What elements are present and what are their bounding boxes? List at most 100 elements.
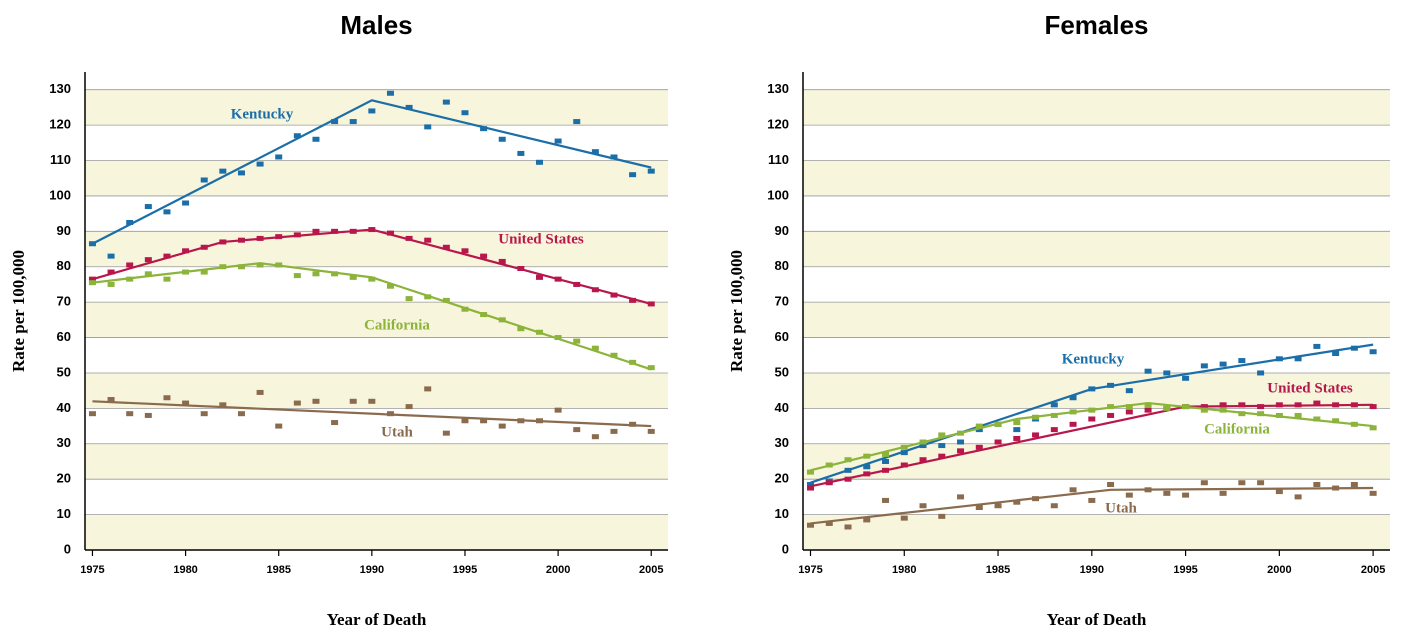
point (1257, 370, 1265, 376)
point (237, 237, 245, 243)
point (1294, 412, 1302, 418)
point (144, 412, 152, 418)
y-tick-label: 90 (775, 223, 789, 238)
point (126, 219, 134, 225)
point (1369, 349, 1377, 355)
point (331, 271, 339, 277)
point (312, 271, 320, 277)
point (182, 248, 190, 254)
point (200, 177, 208, 183)
point (1238, 480, 1246, 486)
point (312, 228, 320, 234)
point (1313, 400, 1321, 406)
panel: 0 10 20 30 40 50 60 70 80 90 100 110 120 130 1975 1980 1… (9, 10, 668, 629)
point (386, 230, 394, 236)
point (957, 494, 965, 500)
point (1238, 402, 1246, 408)
point (591, 345, 599, 351)
point (144, 257, 152, 263)
point (405, 235, 413, 241)
point (424, 294, 432, 300)
point (88, 411, 96, 417)
y-tick-label: 110 (50, 152, 71, 167)
point (1313, 481, 1321, 487)
point (629, 421, 637, 427)
point (1069, 395, 1077, 401)
point (349, 119, 357, 125)
point (498, 136, 506, 142)
point (256, 262, 264, 268)
band (85, 372, 668, 409)
y-tick-label: 110 (768, 152, 789, 167)
point (1332, 418, 1340, 424)
point (312, 136, 320, 142)
point (1294, 402, 1302, 408)
point (349, 398, 357, 404)
band (803, 443, 1390, 480)
series-label: Utah (1105, 500, 1137, 516)
point (610, 428, 618, 434)
point (1219, 490, 1227, 496)
point (237, 170, 245, 176)
y-axis-label: Rate per 100,000 (727, 250, 746, 372)
band (85, 443, 668, 480)
point (807, 469, 815, 475)
point (919, 457, 927, 463)
x-tick-label: 2005 (1361, 564, 1385, 576)
y-tick-label: 60 (57, 329, 71, 344)
point (498, 317, 506, 323)
point (461, 248, 469, 254)
point (1013, 420, 1021, 426)
point (825, 462, 833, 468)
point (535, 274, 543, 280)
point (573, 427, 581, 433)
point (844, 524, 852, 530)
y-tick-label: 30 (775, 435, 789, 450)
point (1238, 358, 1246, 364)
point (368, 227, 376, 233)
point (1219, 407, 1227, 413)
point (480, 253, 488, 259)
point (1163, 490, 1171, 496)
point (1032, 496, 1040, 502)
point (1219, 361, 1227, 367)
point (591, 434, 599, 440)
point (312, 398, 320, 404)
point (107, 253, 115, 259)
point (219, 264, 227, 270)
point (882, 451, 890, 457)
point (1350, 481, 1358, 487)
point (368, 398, 376, 404)
point (1332, 485, 1340, 491)
point (629, 297, 637, 303)
point (863, 517, 871, 523)
point (975, 444, 983, 450)
y-tick-label: 120 (49, 117, 71, 132)
point (1144, 402, 1152, 408)
point (1125, 404, 1133, 410)
point (480, 418, 488, 424)
point (1050, 503, 1058, 509)
point (610, 292, 618, 298)
point (1200, 363, 1208, 369)
point (1332, 402, 1340, 408)
point (1144, 368, 1152, 374)
band (85, 89, 668, 126)
point (424, 124, 432, 130)
point (900, 444, 908, 450)
point (88, 280, 96, 286)
point (957, 448, 965, 454)
point (200, 244, 208, 250)
point (1144, 407, 1152, 413)
point (807, 481, 815, 487)
point (573, 338, 581, 344)
point (200, 269, 208, 275)
x-tick-label: 1985 (266, 564, 290, 576)
point (1013, 499, 1021, 505)
x-tick-label: 1995 (1173, 564, 1197, 576)
point (126, 262, 134, 268)
point (331, 420, 339, 426)
point (1107, 382, 1115, 388)
point (1294, 494, 1302, 500)
point (517, 150, 525, 156)
